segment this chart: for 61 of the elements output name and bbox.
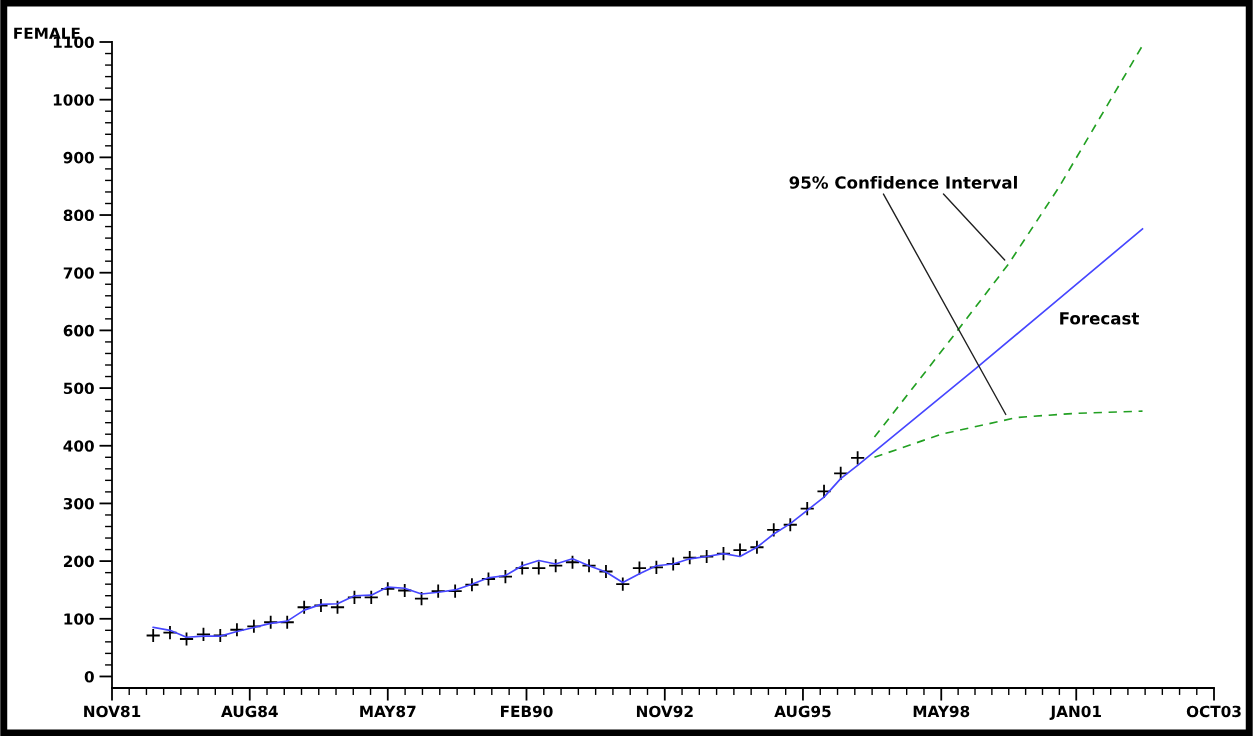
point xyxy=(749,539,765,555)
point xyxy=(480,571,496,587)
y-tick-label: 400 xyxy=(63,440,94,452)
point xyxy=(631,560,647,576)
point xyxy=(447,583,463,599)
x-tick-label: AUG84 xyxy=(221,705,278,718)
point xyxy=(346,589,362,605)
point xyxy=(816,483,832,499)
x-tick-label: OCT03 xyxy=(1186,705,1241,718)
y-tick-label: 900 xyxy=(63,151,94,164)
x-tick-label: MAY87 xyxy=(360,705,416,718)
point xyxy=(648,559,664,575)
y-tick-label: 300 xyxy=(63,497,94,510)
point xyxy=(514,560,530,576)
line-series xyxy=(152,228,1144,639)
point xyxy=(766,522,782,538)
point xyxy=(380,581,396,597)
point xyxy=(296,599,312,615)
point xyxy=(665,556,681,572)
point xyxy=(414,591,430,607)
annotation: 95% Confidence Interval xyxy=(789,175,1017,189)
y-tick-label: 200 xyxy=(63,555,94,568)
point xyxy=(195,626,211,642)
y-tick-label: 100 xyxy=(64,613,94,625)
point xyxy=(799,501,815,517)
x-tick-label: NOV92 xyxy=(636,705,693,718)
point xyxy=(715,546,731,562)
point xyxy=(732,542,748,558)
x-tick-label: FEB90 xyxy=(501,705,553,718)
point xyxy=(330,599,345,615)
point xyxy=(581,558,597,574)
x-tick-label: AUG95 xyxy=(774,705,831,718)
point xyxy=(598,563,614,579)
point xyxy=(363,589,379,605)
point xyxy=(313,598,329,614)
x-tick-label: JAN01 xyxy=(1049,705,1101,721)
y-tick-label: 0 xyxy=(84,670,94,683)
x-tick-label: NOV81 xyxy=(84,705,141,718)
point xyxy=(497,569,513,585)
y-tick-label: 500 xyxy=(63,382,94,395)
line-series xyxy=(873,410,1144,459)
point xyxy=(548,558,564,574)
y-tick-label: 600 xyxy=(63,324,94,337)
point xyxy=(565,554,580,570)
point xyxy=(179,631,195,647)
point xyxy=(263,614,279,630)
point xyxy=(145,628,161,644)
y-tick-label: 700 xyxy=(63,267,94,279)
point xyxy=(782,517,798,533)
point xyxy=(430,583,446,599)
annotation: Forecast xyxy=(1060,312,1140,325)
point xyxy=(229,622,245,638)
point xyxy=(850,450,866,466)
point xyxy=(531,560,547,576)
x-tick-label: MAY98 xyxy=(913,705,970,718)
y-tick-label: 800 xyxy=(63,209,94,222)
point xyxy=(615,576,631,592)
point xyxy=(464,577,480,593)
point xyxy=(833,465,849,481)
y-tick-label: 1000 xyxy=(53,94,94,106)
point xyxy=(162,625,178,641)
